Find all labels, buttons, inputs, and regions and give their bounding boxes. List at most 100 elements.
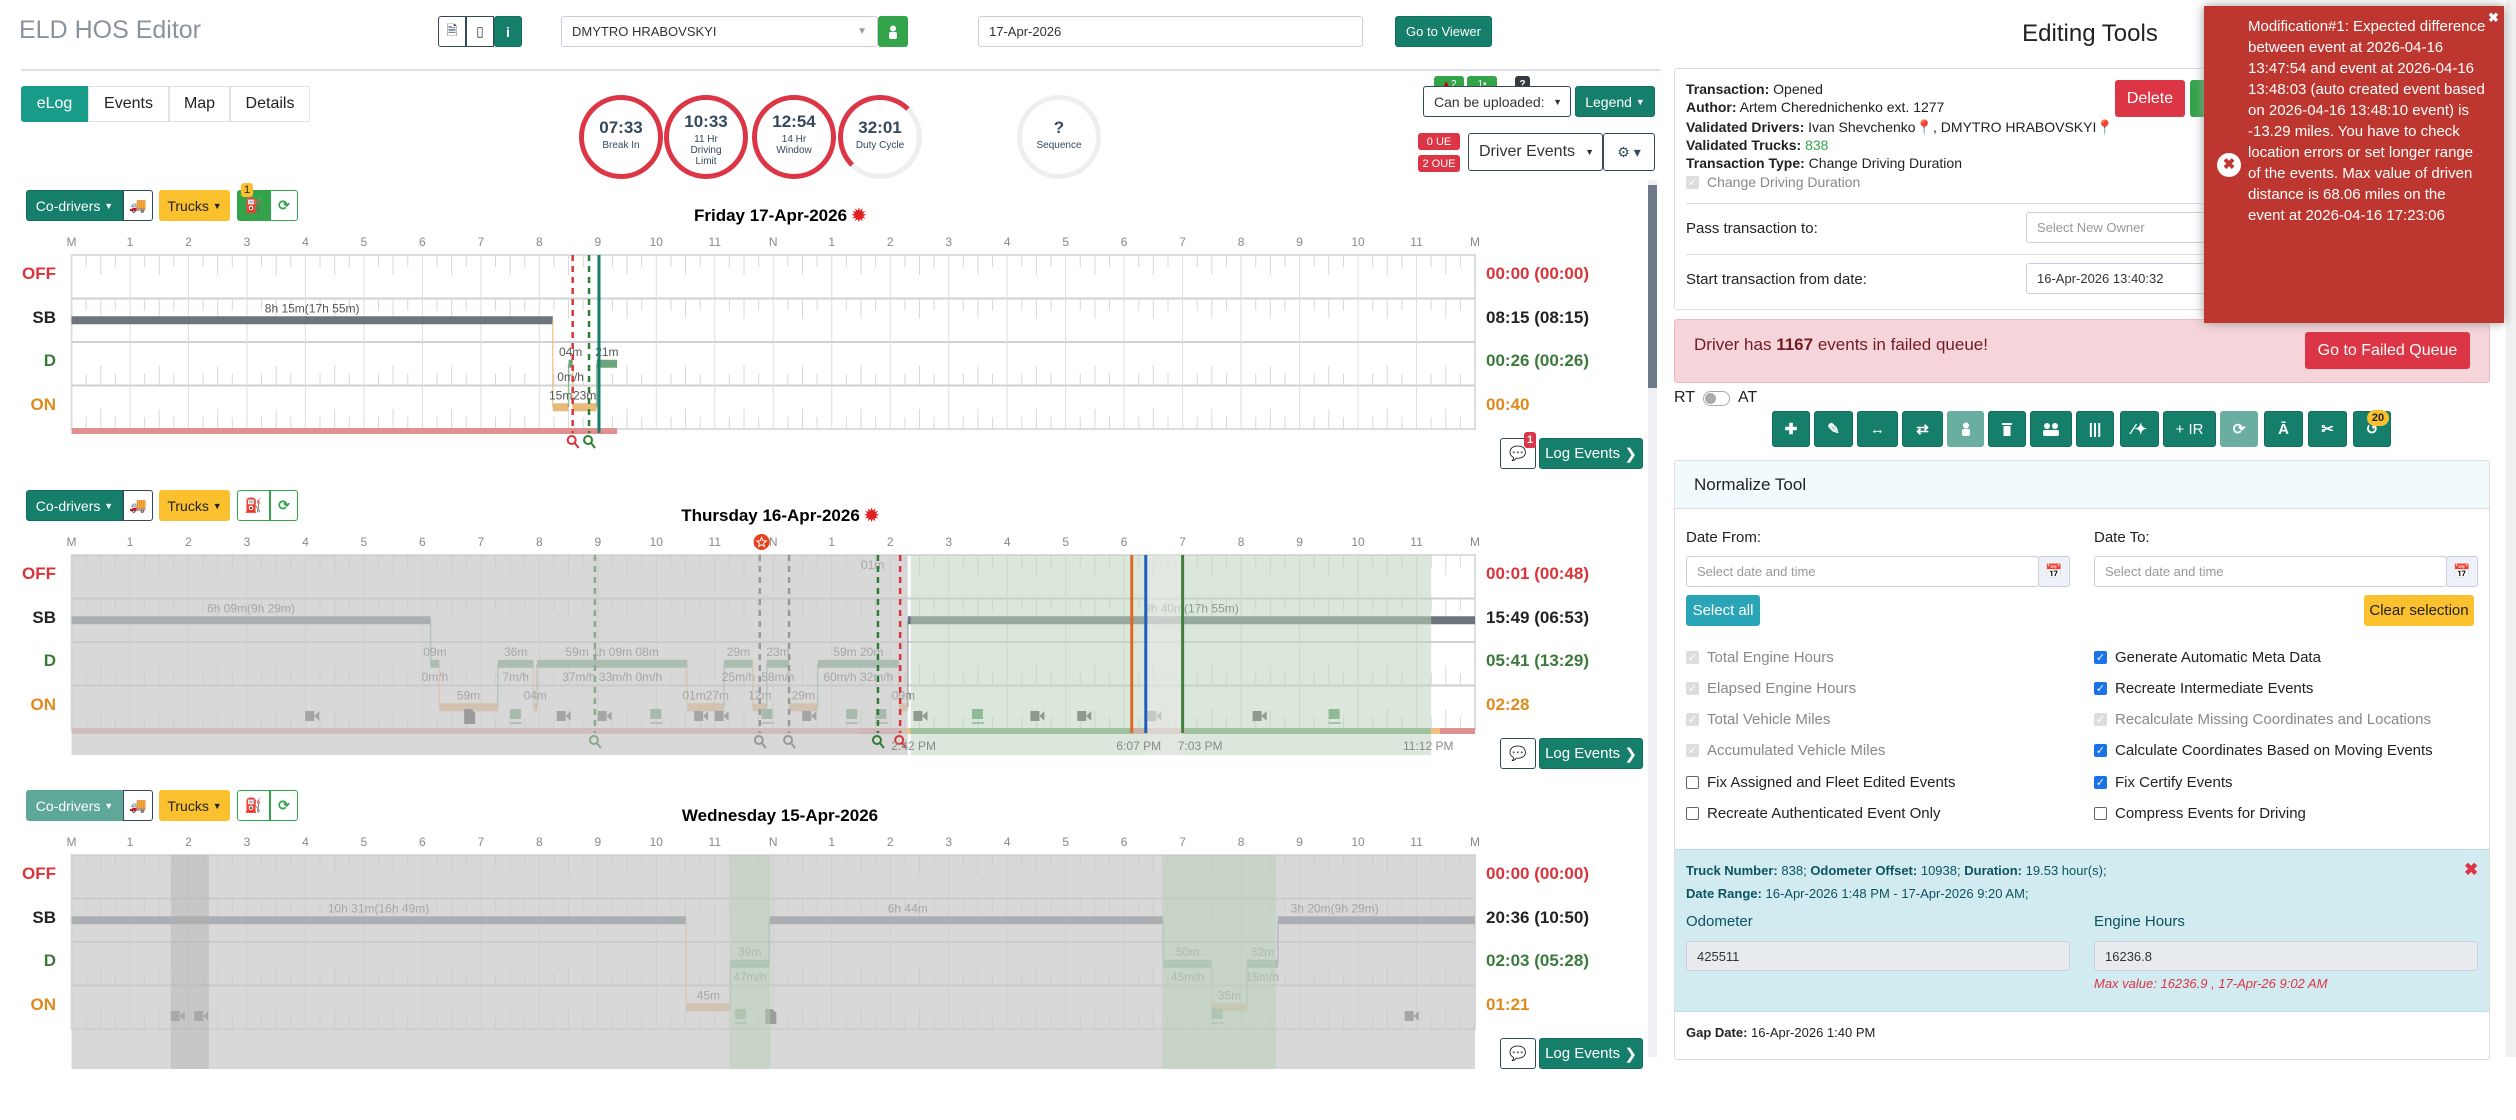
hour-label: 3 xyxy=(945,235,952,249)
refresh-button[interactable]: ⟳ xyxy=(2220,411,2258,447)
truck-button[interactable]: 🚚 xyxy=(123,190,153,221)
document-icon: 🗎 xyxy=(446,21,458,38)
change-driving-duration-checkbox[interactable]: ✓ Change Driving Duration xyxy=(1686,174,1861,190)
toast-close-icon[interactable]: ✖ xyxy=(2488,10,2499,25)
option-fix-certify-events[interactable]: ✓ Fix Certify Events xyxy=(2094,774,2233,791)
add-ir-button[interactable]: + IR xyxy=(2163,411,2216,447)
swap-button[interactable]: ⇄ xyxy=(1902,411,1943,447)
log-events-button[interactable]: Log Events ❯ xyxy=(1539,438,1643,469)
option-recalculate-missing-coordinates-and-locations[interactable]: ✓ Recalculate Missing Coordinates and Loc… xyxy=(2094,711,2431,728)
driver-button[interactable] xyxy=(1947,411,1984,447)
truck-button[interactable]: 🚚 xyxy=(123,790,153,821)
shift-button[interactable]: ↔ xyxy=(1857,411,1898,447)
option-recreate-authenticated-event-only[interactable]: Recreate Authenticated Event Only xyxy=(1686,805,1940,822)
log-grid-0[interactable]: M 1 2 3 4 5 6 7 8 9 10 11 N 1 2 3 4 5 6 7 8 9 10 11 M 8h 15m(17h … xyxy=(0,230,1480,520)
engine-button[interactable]: ⛽ xyxy=(237,490,270,521)
engine-button[interactable]: ⛽ xyxy=(237,790,270,821)
co-drivers-dropdown[interactable]: Co-drivers ▼ xyxy=(26,190,123,221)
odometer-input[interactable]: 425511 xyxy=(1686,941,2070,971)
trucks-dropdown[interactable]: Trucks ▼ xyxy=(159,790,230,821)
comments-button[interactable]: 💬 xyxy=(1500,438,1536,469)
tab-details[interactable]: Details xyxy=(230,86,310,122)
option-generate-automatic-meta-data[interactable]: ✓ Generate Automatic Meta Data xyxy=(2094,649,2321,666)
log-events-button[interactable]: Log Events ❯ xyxy=(1539,738,1643,769)
refresh-day-button[interactable]: ⟳ xyxy=(270,490,298,521)
settings-button[interactable]: ⚙ ▾ xyxy=(1603,133,1655,171)
status-bar-on[interactable] xyxy=(552,403,569,412)
search-location-icon[interactable] xyxy=(783,735,796,749)
search-location-icon[interactable] xyxy=(566,435,580,449)
option-compress-events-for-driving[interactable]: Compress Events for Driving xyxy=(2094,805,2306,822)
log-grid-2[interactable]: M1234567891011N1234567891011M10h 31m(16h… xyxy=(0,830,1480,1120)
search-location-icon[interactable] xyxy=(753,735,767,749)
add-event-button[interactable]: ✚ xyxy=(1772,411,1810,447)
go-to-viewer-button[interactable]: Go to Viewer xyxy=(1395,16,1492,47)
can-be-uploaded-select[interactable]: Can be uploaded: ▼ xyxy=(1423,86,1571,117)
trucks-dropdown[interactable]: Trucks ▼ xyxy=(159,490,230,521)
star-icon[interactable] xyxy=(753,534,770,550)
oue-badge: 2 OUE xyxy=(1418,155,1460,172)
status-bar-d[interactable] xyxy=(568,359,573,368)
right-scrollbar[interactable] xyxy=(2506,0,2516,1057)
driver-select[interactable]: DMYTRO HRABOVSKYI ▼ xyxy=(561,16,878,47)
scrollbar-track[interactable] xyxy=(1648,180,1657,1057)
status-bar-sb[interactable] xyxy=(71,316,553,325)
hour-label: 1 xyxy=(828,535,835,549)
search-location-icon[interactable] xyxy=(871,735,885,749)
info-button[interactable]: i xyxy=(494,16,522,47)
search-location-icon[interactable] xyxy=(583,435,596,449)
report-button[interactable]: 🗎 xyxy=(438,16,466,47)
option-accumulated-vehicle-miles[interactable]: ✓ Accumulated Vehicle Miles xyxy=(1686,742,1885,759)
comments-button[interactable]: 💬 xyxy=(1500,1038,1536,1069)
toast-message: Modification#1: Expected difference betw… xyxy=(2248,18,2486,224)
rt-at-toggle[interactable] xyxy=(1703,391,1730,406)
date-from-input[interactable]: Select date and time xyxy=(1686,556,2039,587)
co-drivers-dropdown[interactable]: Co-drivers ▼ xyxy=(26,490,123,521)
close-gap-icon[interactable]: ✖ xyxy=(2464,860,2479,879)
option-total-engine-hours[interactable]: ✓ Total Engine Hours xyxy=(1686,649,1834,666)
date-to-input[interactable]: Select date and time xyxy=(2094,556,2447,587)
option-calculate-coordinates-based-on-moving-events[interactable]: ✓ Calculate Coordinates Based on Moving E… xyxy=(2094,742,2433,759)
row-label-off: OFF xyxy=(22,264,56,283)
refresh-day-button[interactable]: ⟳ xyxy=(270,790,298,821)
select-all-button[interactable]: Select all xyxy=(1686,595,1760,626)
trucks-dropdown[interactable]: Trucks ▼ xyxy=(159,190,230,221)
date-input[interactable]: 17-Apr-2026 xyxy=(978,16,1363,47)
delete-event-button[interactable] xyxy=(1988,411,2026,447)
co-drivers-button[interactable] xyxy=(2030,411,2072,447)
date-from-calendar-button[interactable]: 📅 xyxy=(2038,556,2070,587)
columns-button[interactable]: ||| xyxy=(2076,411,2114,447)
date-to-calendar-button[interactable]: 📅 xyxy=(2446,556,2478,587)
legend-button[interactable]: Legend ▼ xyxy=(1575,86,1655,117)
option-total-vehicle-miles[interactable]: ✓ Total Vehicle Miles xyxy=(1686,711,1830,728)
log-events-button[interactable]: Log Events ❯ xyxy=(1539,1038,1643,1069)
tab-elog[interactable]: eLog xyxy=(21,86,88,122)
status-bar-d[interactable] xyxy=(596,359,618,368)
driver-events-select[interactable]: Driver Events ▼ xyxy=(1468,133,1603,171)
option-recreate-intermediate-events[interactable]: ✓ Recreate Intermediate Events xyxy=(2094,680,2313,697)
tab-map[interactable]: Map xyxy=(169,86,230,122)
engine-hours-input[interactable]: 16236.8 xyxy=(2094,941,2478,971)
delete-button[interactable]: Delete xyxy=(2115,80,2185,117)
option-elapsed-engine-hours[interactable]: ✓ Elapsed Engine Hours xyxy=(1686,680,1856,697)
scrollbar-thumb[interactable] xyxy=(1648,185,1657,388)
note-button[interactable]: ▯ xyxy=(466,16,494,47)
text-height-button[interactable]: Ā xyxy=(2264,411,2303,447)
truck-button[interactable]: 🚚 xyxy=(123,490,153,521)
log-grid-1[interactable]: M1234567891011N1234567891011M6h 09m(9h 2… xyxy=(0,530,1480,820)
edit-button[interactable]: ✎ xyxy=(1814,411,1853,447)
clear-selection-button[interactable]: Clear selection xyxy=(2364,595,2474,626)
co-drivers-dropdown[interactable]: Co-drivers ▼ xyxy=(26,790,123,821)
driver-profile-button[interactable] xyxy=(878,16,908,47)
comments-button[interactable]: 💬 xyxy=(1500,738,1536,769)
status-bar-on[interactable] xyxy=(572,403,597,412)
search-location-icon[interactable] xyxy=(588,735,602,749)
cut-button[interactable]: ✂ xyxy=(2308,411,2347,447)
go-to-failed-queue-button[interactable]: Go to Failed Queue xyxy=(2305,332,2470,369)
option-fix-assigned-and-fleet-edited-events[interactable]: Fix Assigned and Fleet Edited Events xyxy=(1686,774,1955,791)
search-location-icon[interactable] xyxy=(894,735,907,749)
engine-icon: ⛽ xyxy=(244,497,263,513)
magic-button[interactable]: ⁄✦ xyxy=(2120,411,2159,447)
refresh-day-button[interactable]: ⟳ xyxy=(270,190,298,221)
tab-events[interactable]: Events xyxy=(88,86,169,122)
